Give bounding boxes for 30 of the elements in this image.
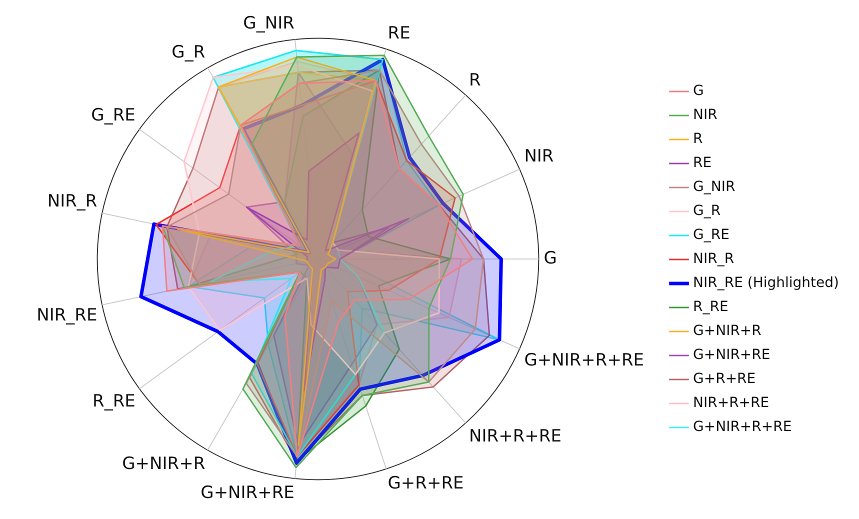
spoke-label: G+NIR+R+RE (524, 350, 644, 370)
spoke-label: G+NIR+R (122, 454, 206, 474)
legend-label: G_R (693, 203, 721, 220)
legend-label: RE (693, 155, 712, 172)
legend-label: G_RE (693, 227, 730, 244)
spoke-label: G+R+RE (388, 473, 464, 494)
legend-label: NIR_RE (Highlighted) (693, 275, 840, 292)
legend-label: R_RE (693, 299, 728, 316)
spoke-label: NIR_RE (36, 306, 98, 326)
spoke-label: G_RE (91, 106, 136, 126)
legend-label: G+NIR+R+RE (693, 419, 792, 436)
spoke-label: G_R (172, 42, 206, 63)
legend-label: G+R+RE (693, 371, 756, 388)
spoke-label: R_RE (92, 391, 136, 412)
spoke-label: NIR (524, 146, 554, 166)
spoke-label: G_NIR (243, 14, 295, 34)
legend-label: G+NIR+RE (693, 347, 770, 364)
spoke-label: NIR_R (47, 191, 98, 212)
legend-label: R (693, 131, 704, 148)
legend-label: NIR+R+RE (693, 395, 770, 412)
spoke-label: NIR+R+RE (469, 426, 562, 446)
spoke-label: RE (388, 24, 410, 44)
legend-label: G_NIR (693, 179, 736, 196)
spoke-label: G+NIR+RE (200, 483, 294, 504)
spoke-label: G (544, 248, 557, 268)
legend-label: NIR (693, 107, 718, 124)
legend-label: G (693, 83, 704, 100)
spoke-label: R (469, 70, 482, 90)
legend-label: G+NIR+R (693, 323, 762, 340)
legend-label: NIR_R (693, 251, 734, 268)
